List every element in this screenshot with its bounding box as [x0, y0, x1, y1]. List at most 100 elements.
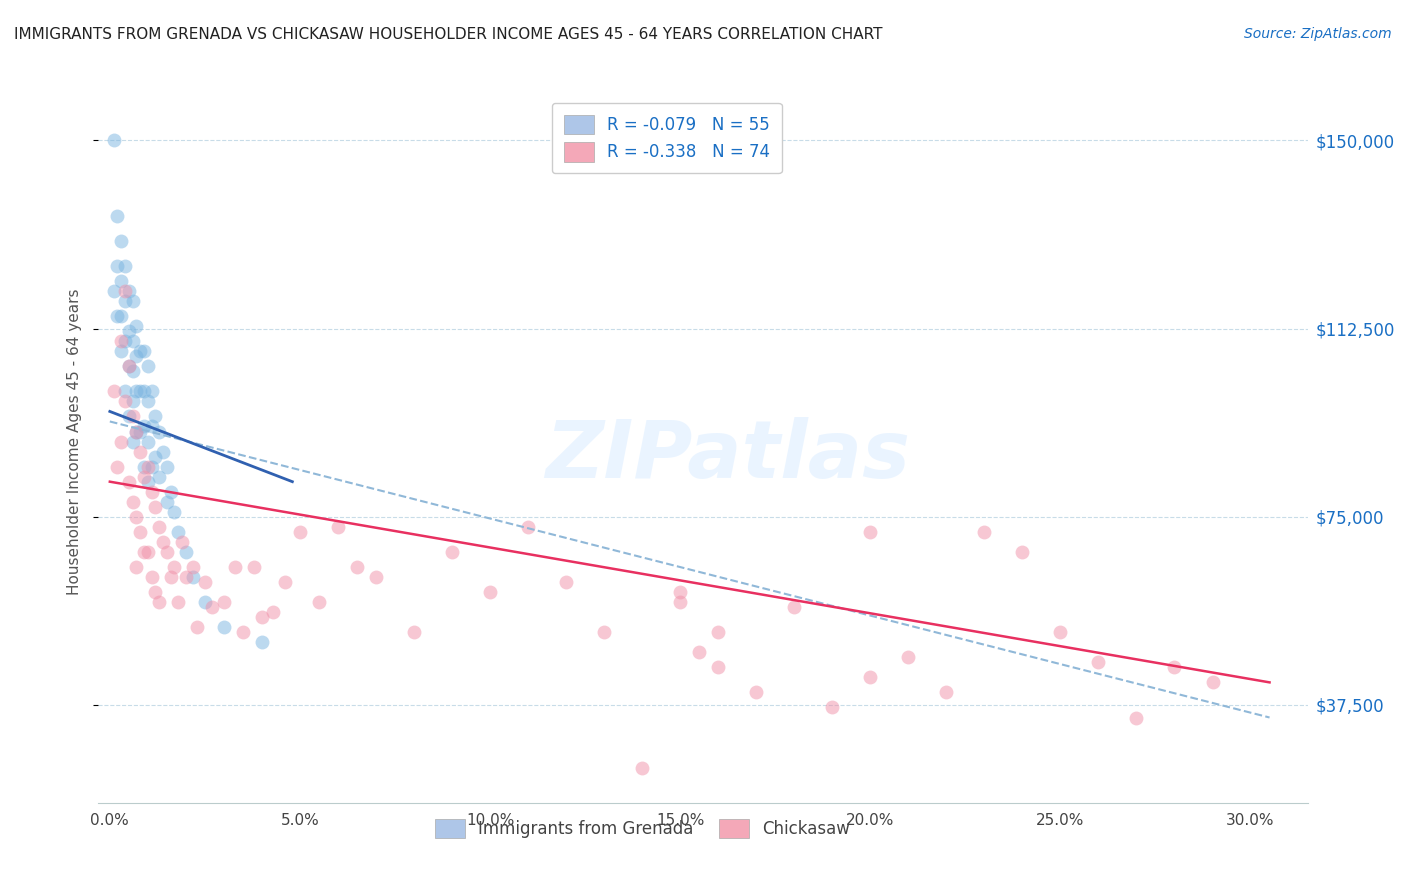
Point [129, 425, 152, 439]
Point [103, 133, 125, 147]
Point [479, 585, 502, 599]
Point [364, 570, 387, 584]
Point [148, 520, 170, 534]
Point [141, 459, 163, 474]
Point [103, 384, 125, 399]
Point [1125, 710, 1147, 724]
Point [132, 344, 155, 359]
Point [110, 344, 132, 359]
Point [145, 409, 167, 424]
Point [148, 469, 170, 483]
Point [132, 419, 155, 434]
Point [136, 545, 159, 559]
Point [212, 620, 235, 634]
Point [326, 520, 349, 534]
Point [145, 450, 167, 464]
Point [156, 494, 179, 508]
Point [973, 524, 995, 539]
Point [107, 259, 129, 273]
Point [688, 645, 710, 659]
Point [118, 324, 141, 338]
Point [121, 409, 143, 424]
Point [170, 534, 193, 549]
Point [125, 425, 148, 439]
Point [125, 384, 148, 399]
Point [194, 595, 217, 609]
Point [186, 620, 208, 634]
Point [114, 334, 136, 348]
Point [121, 394, 143, 409]
Point [136, 359, 159, 374]
Point [593, 625, 616, 640]
Point [107, 309, 129, 323]
Point [159, 570, 181, 584]
Point [132, 384, 155, 399]
Point [152, 534, 174, 549]
Point [132, 459, 155, 474]
Point [145, 500, 167, 514]
Point [114, 293, 136, 308]
Point [201, 600, 224, 615]
Point [141, 484, 163, 499]
Point [107, 209, 129, 223]
Point [145, 585, 167, 599]
Point [174, 570, 197, 584]
Point [125, 560, 148, 574]
Point [555, 574, 578, 589]
Point [125, 349, 148, 363]
Point [103, 284, 125, 298]
Point [107, 459, 129, 474]
Point [935, 685, 957, 699]
Point [118, 359, 141, 374]
Point [441, 545, 464, 559]
Point [136, 459, 159, 474]
Point [136, 394, 159, 409]
Point [125, 509, 148, 524]
Point [194, 574, 217, 589]
Point [243, 560, 266, 574]
Point [118, 409, 141, 424]
Point [745, 685, 768, 699]
Point [121, 334, 143, 348]
Point [859, 524, 882, 539]
Point [110, 274, 132, 288]
Point [669, 585, 692, 599]
Point [308, 595, 330, 609]
Point [1201, 675, 1223, 690]
Point [110, 434, 132, 449]
Point [163, 505, 186, 519]
Point [163, 560, 186, 574]
Point [125, 319, 148, 334]
Point [129, 384, 152, 399]
Point [288, 524, 311, 539]
Text: IMMIGRANTS FROM GRENADA VS CHICKASAW HOUSEHOLDER INCOME AGES 45 - 64 YEARS CORRE: IMMIGRANTS FROM GRENADA VS CHICKASAW HOU… [14, 27, 883, 42]
Point [167, 595, 190, 609]
Point [859, 670, 882, 684]
Point [114, 384, 136, 399]
Point [118, 359, 141, 374]
Point [517, 520, 540, 534]
Point [1049, 625, 1071, 640]
Point [114, 284, 136, 298]
Point [274, 574, 297, 589]
Point [224, 560, 246, 574]
Point [262, 605, 284, 619]
Point [121, 293, 143, 308]
Y-axis label: Householder Income Ages 45 - 64 years: Householder Income Ages 45 - 64 years [67, 288, 83, 595]
Point [1011, 545, 1033, 559]
Point [129, 524, 152, 539]
Point [110, 234, 132, 248]
Point [156, 459, 179, 474]
Point [136, 475, 159, 489]
Point [167, 524, 190, 539]
Point [631, 761, 654, 775]
Point [141, 384, 163, 399]
Point [183, 570, 205, 584]
Point [183, 560, 205, 574]
Point [132, 545, 155, 559]
Point [121, 364, 143, 378]
Point [121, 494, 143, 508]
Point [1087, 655, 1109, 669]
Point [129, 344, 152, 359]
Point [250, 635, 273, 649]
